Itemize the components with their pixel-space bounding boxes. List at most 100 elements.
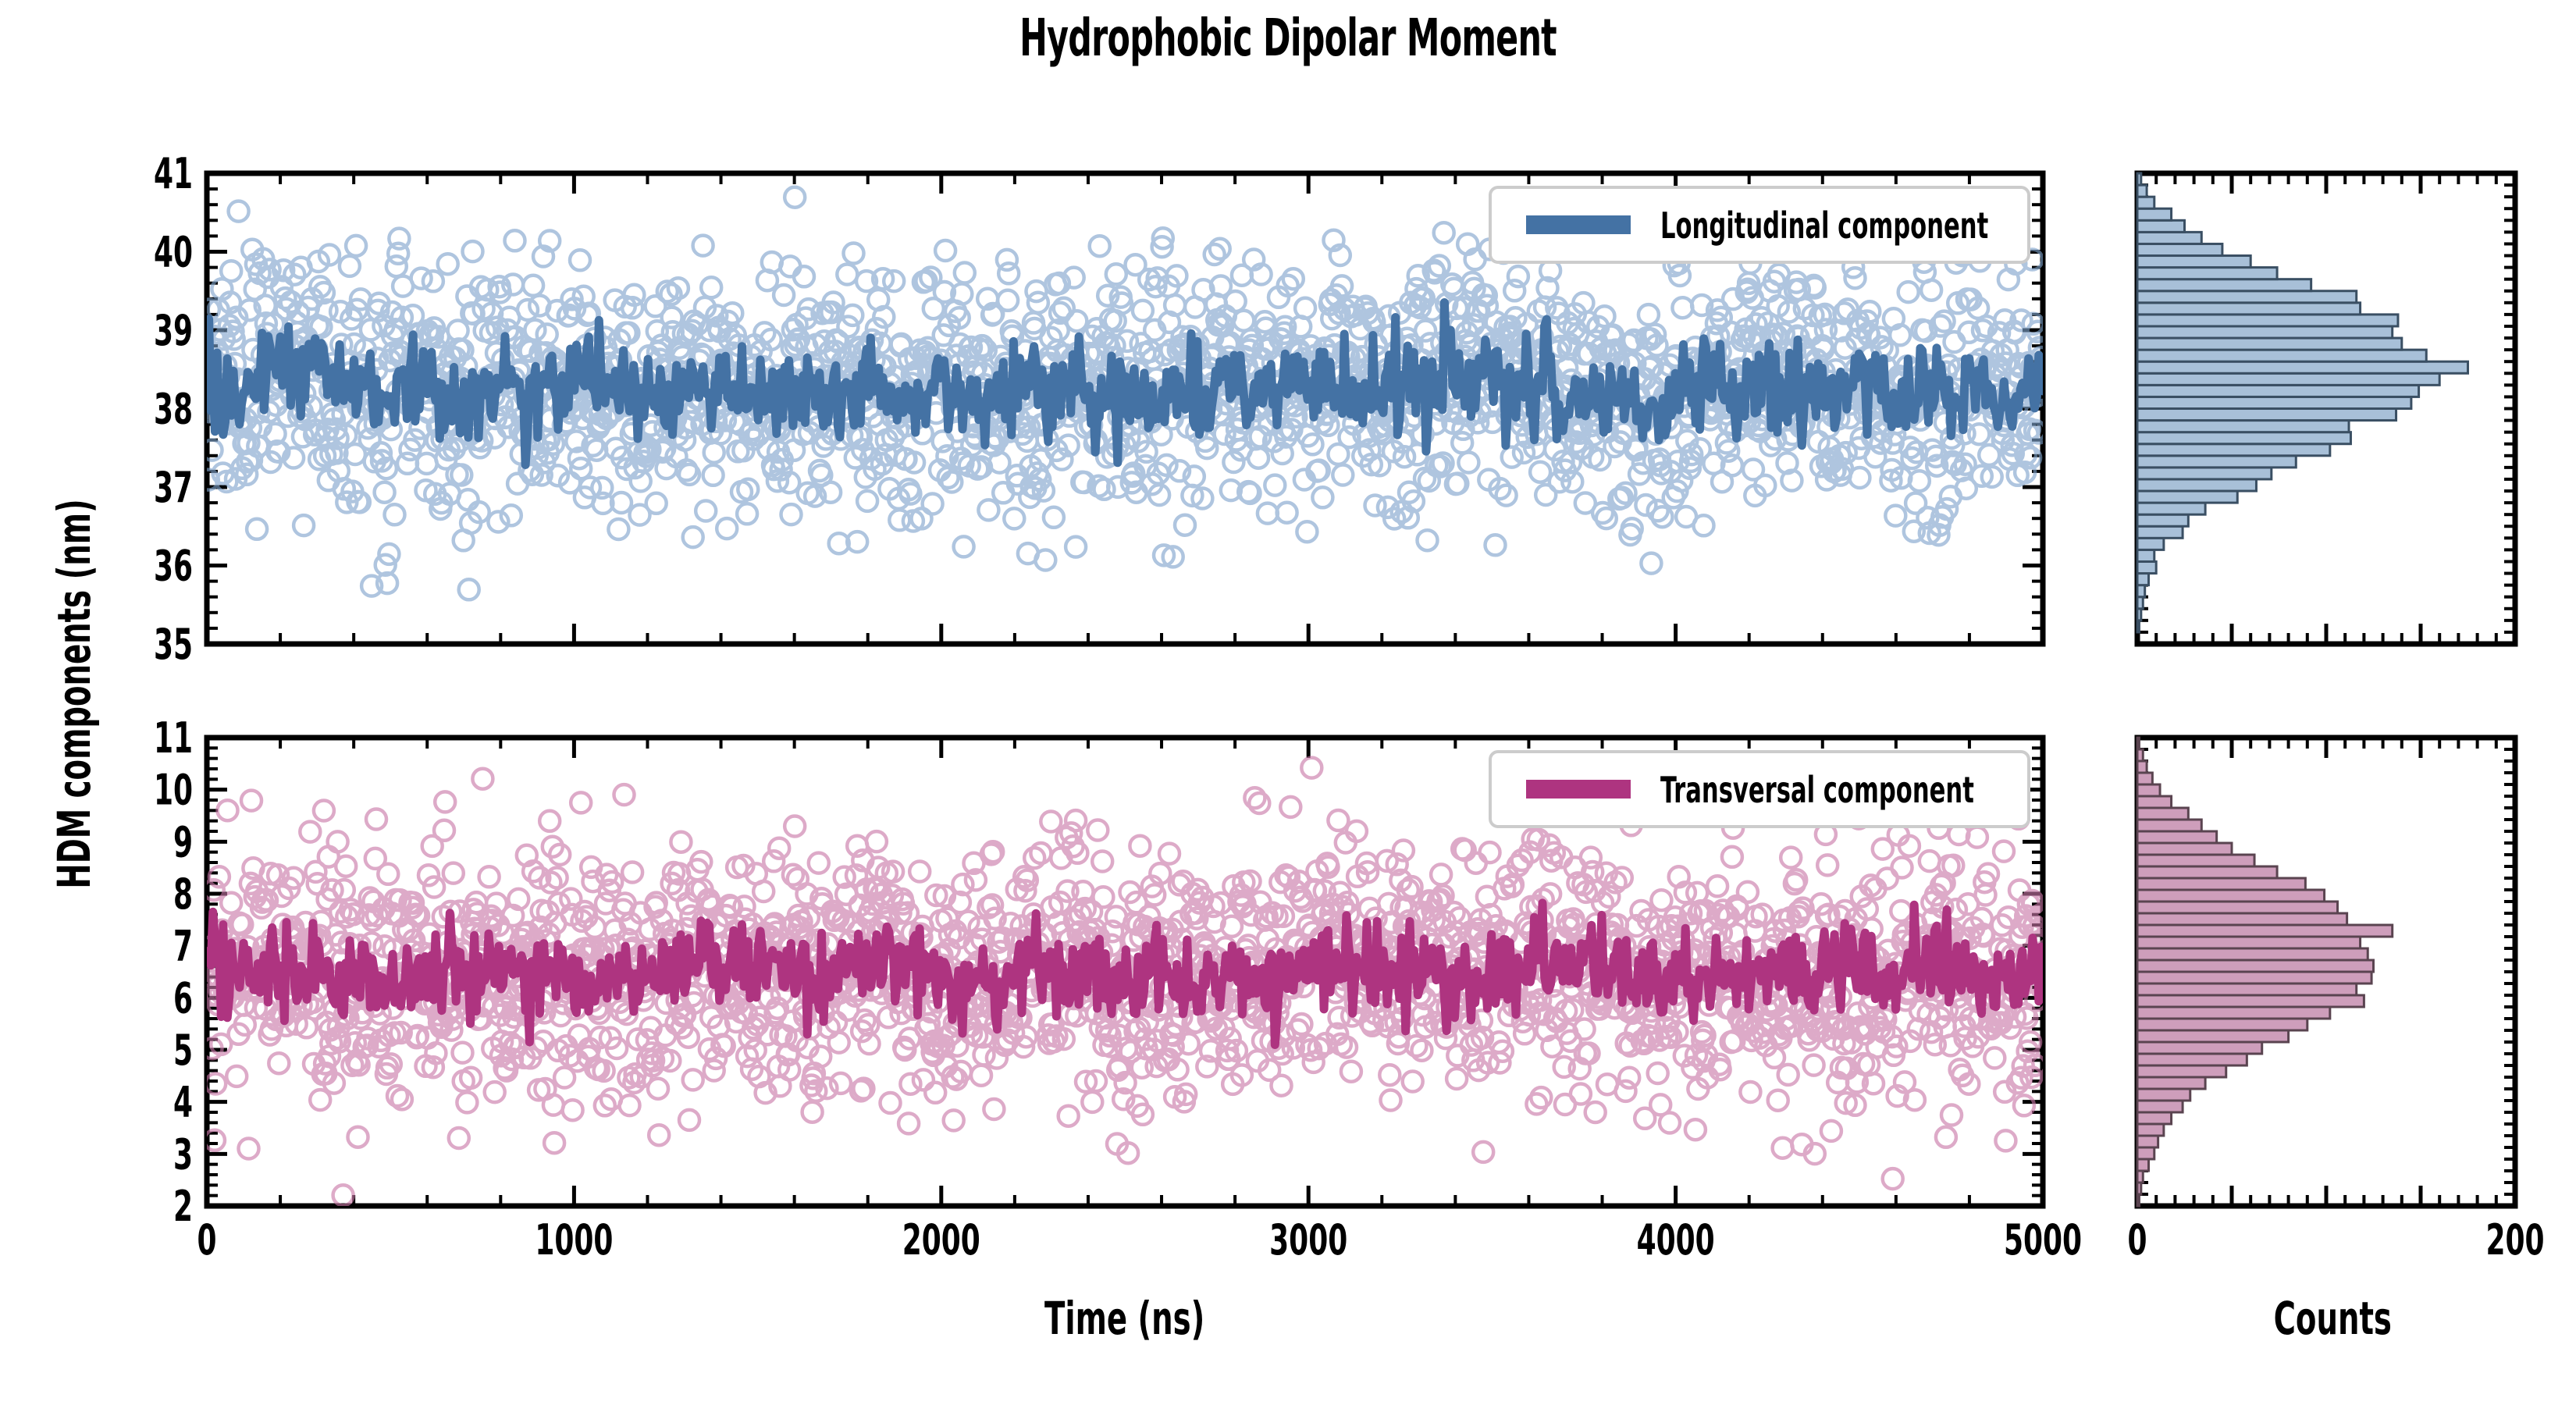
hist-bar — [2136, 1005, 2332, 1020]
hist-bar — [2136, 501, 2207, 516]
hist-bar — [2136, 560, 2158, 575]
y-tick-label: 36 — [154, 542, 193, 592]
hist-bar — [2136, 383, 2421, 398]
hist-bar — [2136, 242, 2224, 258]
hist-bar — [2136, 548, 2156, 563]
hist-bar — [2136, 994, 2365, 1008]
legend-top: Longitudinal component — [1489, 186, 2030, 264]
hist-bar — [2136, 290, 2358, 304]
hist-bar — [2136, 278, 2313, 293]
hist-bar — [2136, 478, 2258, 493]
hist-bar — [2136, 443, 2332, 457]
hist-bar — [2136, 230, 2203, 245]
hist-bar — [2136, 207, 2173, 222]
hist-bar — [2136, 489, 2239, 504]
running-average-line — [207, 898, 2043, 1049]
hist-bar — [2136, 912, 2349, 927]
x-tick-label: 3000 — [1269, 1216, 1347, 1265]
y-tick-label: 38 — [154, 386, 193, 435]
hist-bar — [2136, 1134, 2160, 1149]
hist-bar — [2136, 313, 2400, 328]
x-axis-label-time-text: Time (ns) — [1044, 1292, 1205, 1345]
axes-top: 35 36 37 38 39 40 41 — [154, 150, 2046, 670]
hist-bar — [2136, 806, 2190, 821]
x-tick-label: 5000 — [2004, 1216, 2082, 1265]
hist-bar — [2136, 183, 2148, 198]
y-tick-label: 2 — [173, 1183, 193, 1232]
hist-bar — [2136, 348, 2428, 363]
hist-bar — [2136, 759, 2148, 774]
hist-bar — [2136, 525, 2184, 539]
hist-bar — [2136, 584, 2147, 599]
y-tick-label: 8 — [173, 870, 193, 919]
hist-bar — [2136, 783, 2161, 798]
hist-bars-top-hist — [2136, 172, 2469, 634]
hist-bar — [2136, 959, 2375, 973]
y-tick-label: 39 — [154, 307, 193, 356]
hist-bar — [2136, 1040, 2264, 1055]
hist-bar — [2136, 466, 2273, 481]
hist-bar — [2136, 970, 2373, 985]
x-axis-label-counts-text: Counts — [2273, 1292, 2392, 1345]
hist-bar — [2136, 395, 2413, 410]
y-tick-label: 10 — [154, 767, 193, 816]
y-tick-label: 41 — [154, 150, 193, 199]
hist-bar — [2136, 266, 2279, 281]
hist-bar — [2136, 607, 2143, 622]
hist-bar — [2136, 1193, 2140, 1208]
hist-bar — [2136, 325, 2394, 340]
hist-bar — [2136, 1111, 2173, 1126]
hist-bar — [2136, 830, 2218, 845]
hist-bar — [2136, 572, 2151, 587]
y-tick-label: 3 — [173, 1130, 193, 1179]
series-bottom — [207, 756, 2043, 1206]
hist-bar — [2136, 771, 2154, 786]
x-tick-label: 0 — [197, 1216, 216, 1265]
hist-bar — [2136, 431, 2352, 446]
hist-bar — [2136, 888, 2326, 903]
hist-bar — [2136, 947, 2369, 962]
y-tick-label: 11 — [154, 714, 193, 763]
hist-bar — [2136, 1099, 2184, 1114]
hist-bar — [2136, 935, 2362, 950]
hist-bar — [2136, 219, 2186, 233]
legend-label: Transversal component — [1660, 769, 1974, 812]
legend-box — [1489, 750, 2030, 828]
x-tick-label: 4000 — [1637, 1216, 1715, 1265]
hist-bar — [2136, 536, 2165, 551]
hist-bar — [2136, 360, 2469, 375]
y-tick-label: 37 — [154, 464, 193, 513]
hist-bar — [2136, 254, 2252, 269]
y-tick-label: 7 — [173, 923, 193, 972]
y-tick-label: 4 — [173, 1079, 193, 1128]
hist-bar — [2136, 736, 2140, 751]
hist-bar — [2136, 336, 2403, 351]
hist-bar — [2136, 1146, 2156, 1161]
x-tick-label: 1000 — [535, 1216, 613, 1265]
hist-bar — [2136, 1052, 2248, 1067]
hist-bar — [2136, 865, 2279, 880]
x-tick-label: 2000 — [902, 1216, 980, 1265]
hist-bar — [2136, 172, 2143, 187]
hist-bar — [2136, 372, 2441, 386]
hist-bar — [2136, 1158, 2151, 1172]
x-tick-label: 200 — [2485, 1216, 2544, 1265]
hist-bar — [2136, 619, 2140, 634]
hist-bar — [2136, 853, 2256, 868]
hist-bar — [2136, 877, 2307, 891]
legend-label: Longitudinal component — [1660, 205, 1988, 247]
hist-bar — [2136, 1076, 2207, 1090]
hist-bar — [2136, 1087, 2192, 1102]
hist-bar — [2136, 407, 2398, 422]
hist-bar — [2136, 596, 2144, 610]
y-tick-label: 6 — [173, 974, 193, 1023]
running-average-line — [207, 298, 2043, 469]
hist-bar — [2136, 1181, 2143, 1196]
x-axis-label-time: Time (ns) — [207, 1292, 2043, 1345]
hist-bar — [2136, 1017, 2309, 1032]
hist-bar — [2136, 795, 2173, 809]
hist-bar — [2136, 982, 2358, 997]
y-tick-label: 40 — [154, 229, 193, 278]
